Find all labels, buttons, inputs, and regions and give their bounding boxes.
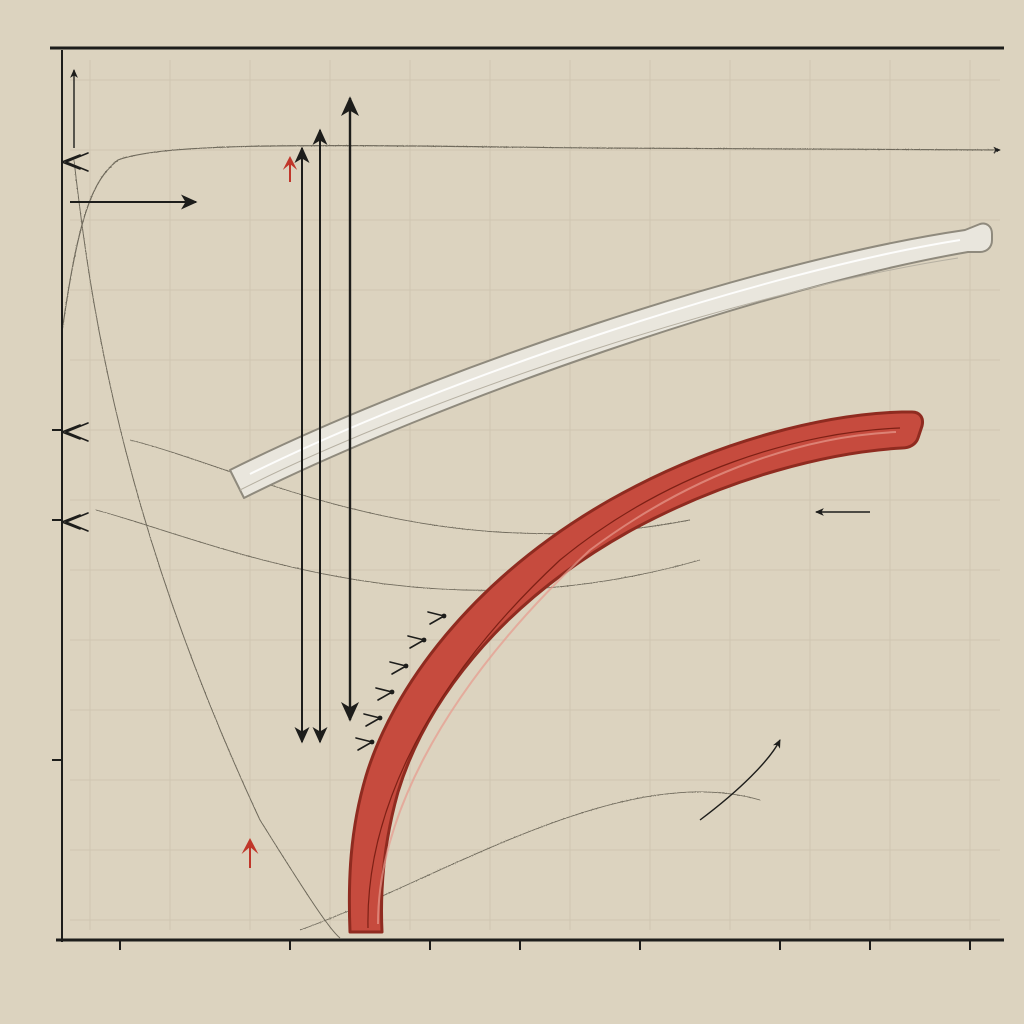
bg — [0, 0, 1024, 1024]
diagram-stage: 4.. 6 9 5 S ID'o 3 20 fl 2p 22 0, 14 1 T… — [0, 0, 1024, 1024]
drawing-layer — [0, 0, 1024, 1024]
